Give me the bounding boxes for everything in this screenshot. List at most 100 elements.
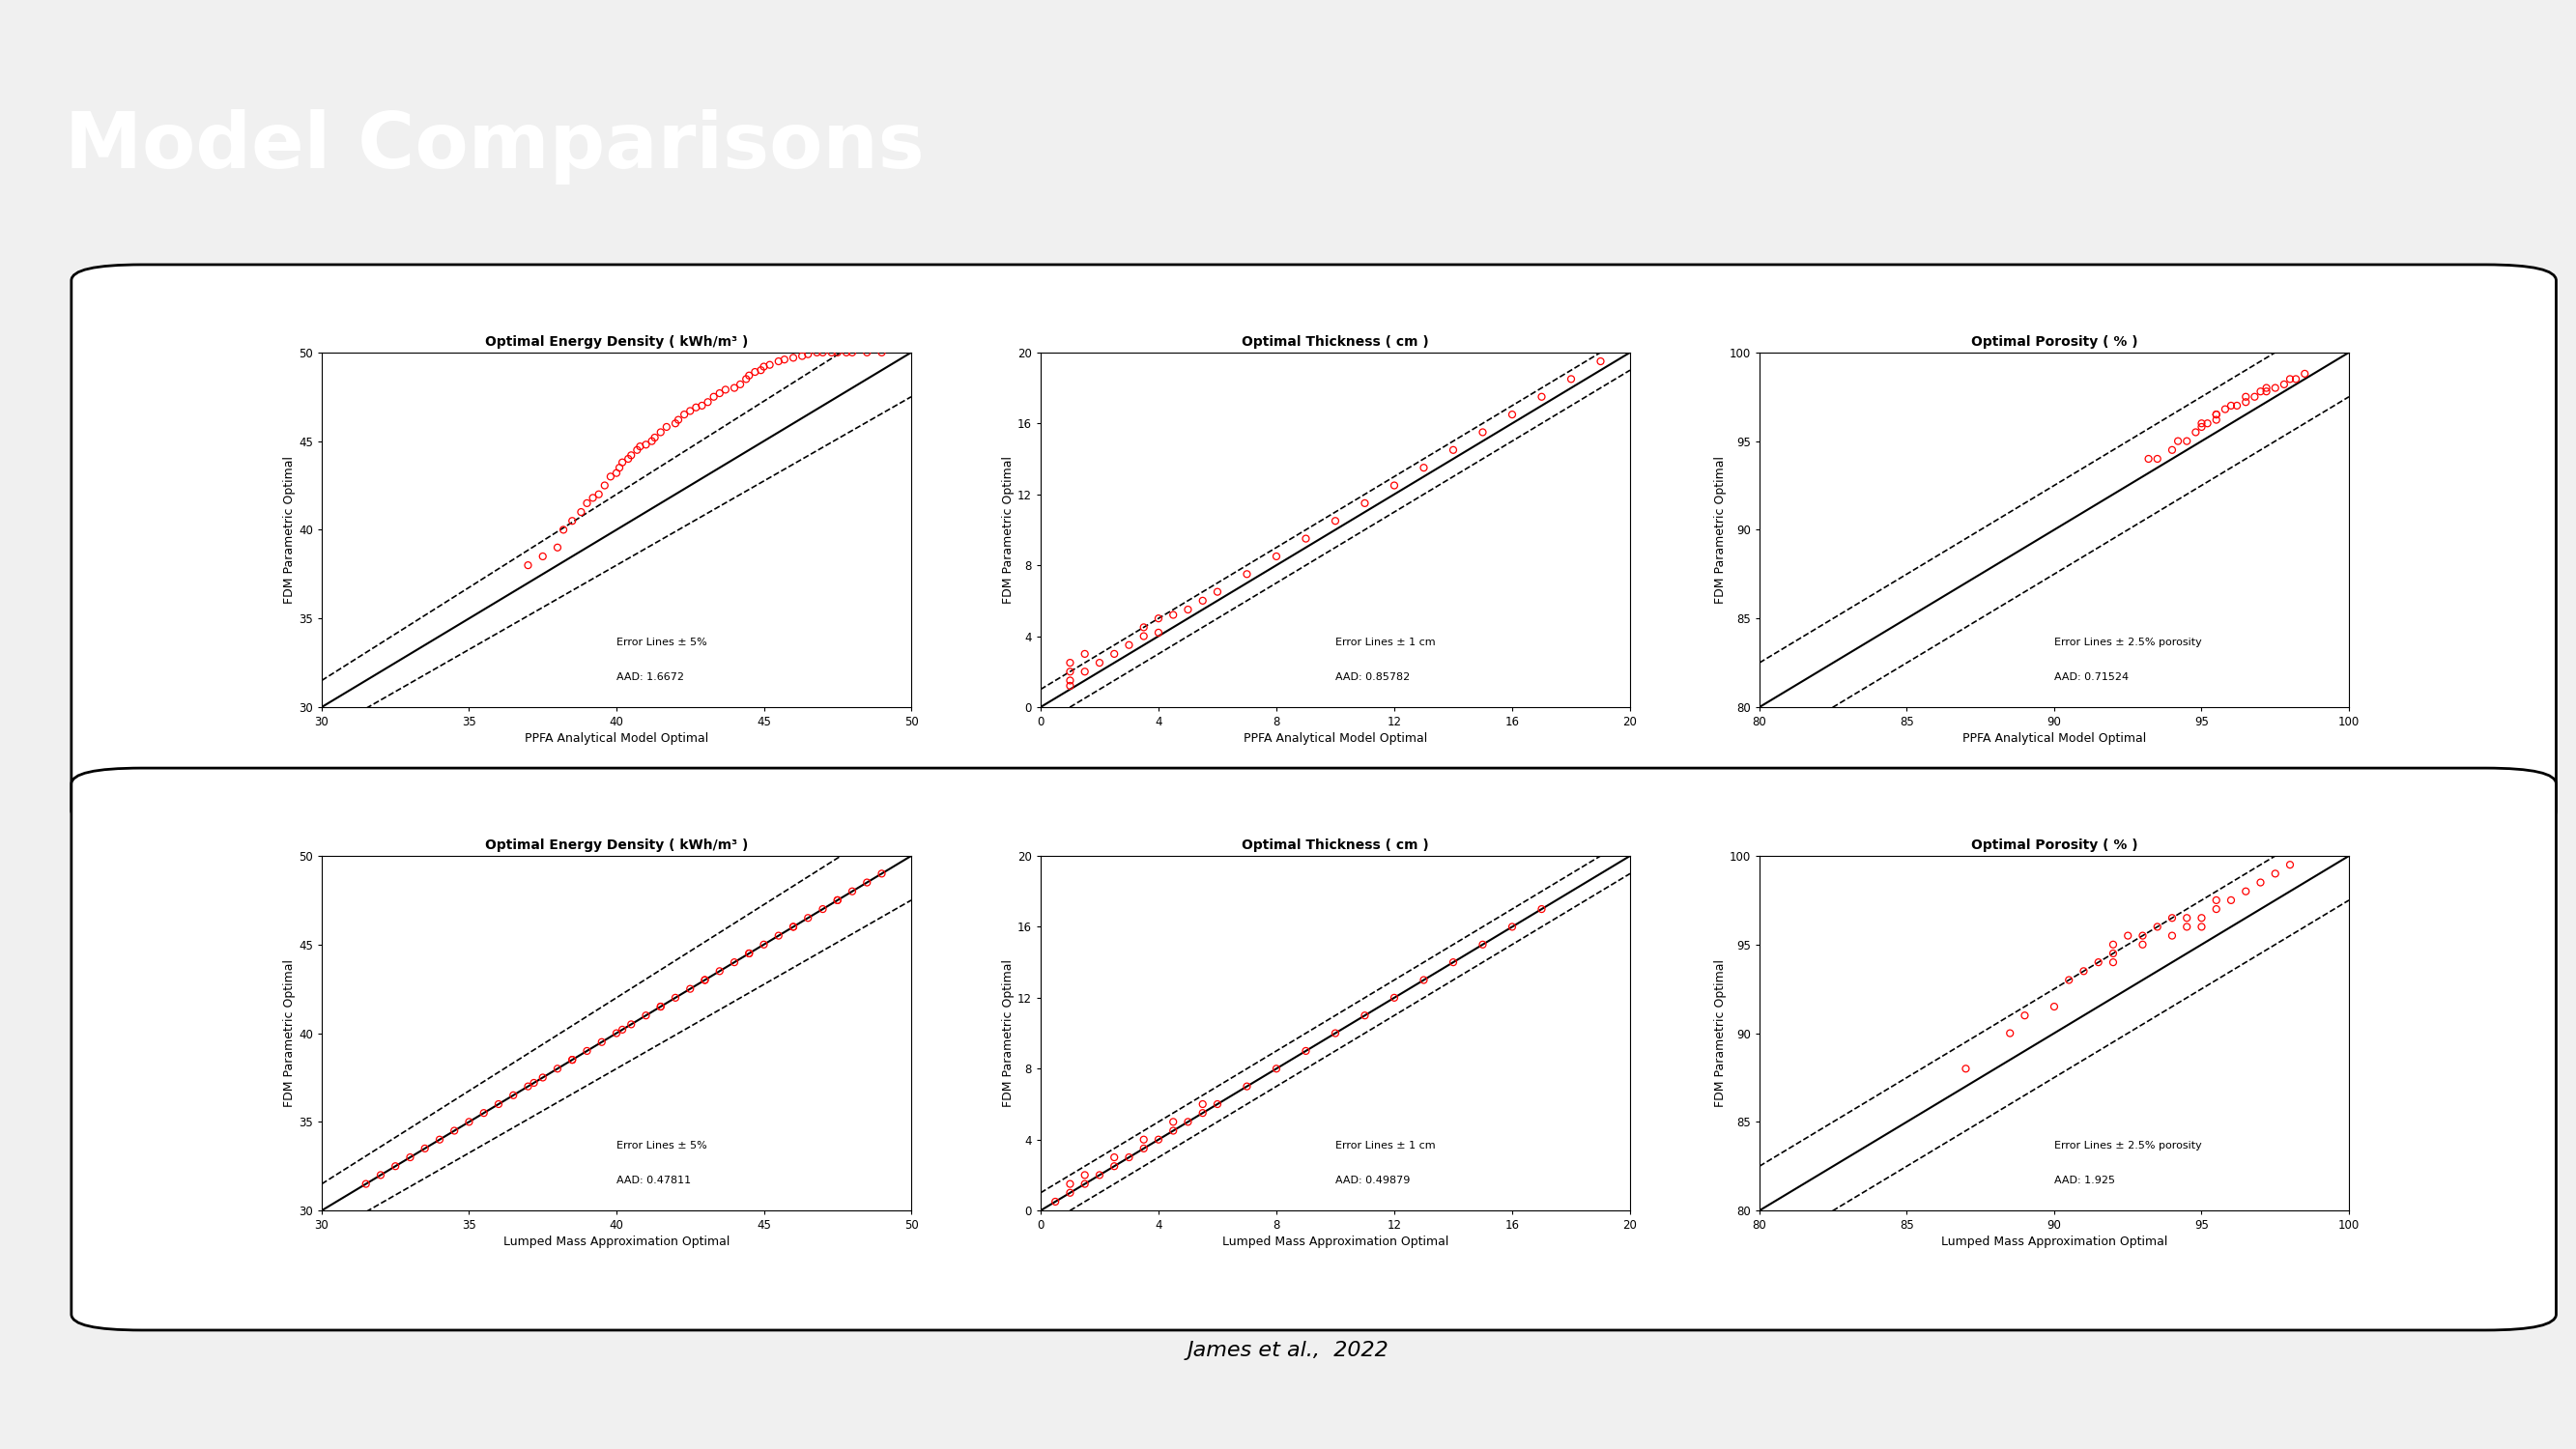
Point [404,1137,446,1161]
Point [2195,403,2236,426]
Point [631,429,672,452]
Point [639,995,680,1019]
Point [2079,951,2120,974]
Text: Error Lines ± 2.5% porosity: Error Lines ± 2.5% porosity [2053,638,2202,646]
Point [492,1084,533,1107]
Point [706,378,747,401]
Point [2285,362,2326,385]
Point [433,1119,474,1142]
Y-axis label: FDM Parametric Optimal: FDM Parametric Optimal [1713,456,1726,604]
Point [796,341,837,364]
Point [523,545,564,568]
Point [1108,1146,1149,1169]
Point [2254,377,2295,400]
Point [788,342,829,365]
Text: Error Lines ± 2.5% porosity: Error Lines ± 2.5% porosity [2053,1140,2202,1151]
Point [2210,394,2251,417]
Point [750,354,791,377]
Point [827,341,868,364]
Point [2092,951,2133,974]
Point [551,509,592,532]
Point [1404,456,1445,480]
Point [848,871,889,894]
Point [1255,1058,1296,1081]
Point [2195,409,2236,432]
Point [639,420,680,443]
Point [2092,933,2133,956]
Text: Error Lines ± 1 cm: Error Lines ± 1 cm [1334,1140,1435,1151]
Point [665,403,706,426]
Point [1492,916,1533,939]
Point [2226,385,2267,409]
Point [1123,625,1164,648]
X-axis label: Lumped Mass Approximation Optimal: Lumped Mass Approximation Optimal [1940,1236,2166,1249]
Point [1345,1004,1386,1027]
Point [773,916,814,939]
Point [832,880,873,903]
Point [551,1048,592,1071]
Point [817,888,858,911]
Point [2269,368,2311,391]
FancyBboxPatch shape [72,768,2555,1330]
Point [536,1058,577,1081]
Y-axis label: FDM Parametric Optimal: FDM Parametric Optimal [1002,456,1015,604]
Y-axis label: FDM Parametric Optimal: FDM Parametric Optimal [1713,959,1726,1107]
Point [773,916,814,939]
Point [2241,871,2282,894]
Point [693,385,734,409]
Point [567,1039,608,1062]
Point [2004,1004,2045,1027]
Point [1432,951,1473,974]
Point [1048,651,1090,674]
Point [1048,669,1090,693]
Y-axis label: FDM Parametric Optimal: FDM Parametric Optimal [283,456,296,604]
Point [1079,1164,1121,1187]
Point [1064,661,1105,684]
Point [562,500,603,523]
Title: Optimal Porosity ( % ): Optimal Porosity ( % ) [1971,335,2138,349]
Point [773,346,814,369]
Point [2166,429,2208,452]
Point [634,426,675,449]
Point [1095,1146,1136,1169]
Text: James et al.,  2022: James et al., 2022 [1188,1340,1388,1359]
Point [647,416,688,439]
Point [572,487,613,510]
Point [2182,416,2223,439]
Point [585,474,626,497]
Text: AAD: 0.85782: AAD: 0.85782 [1334,672,1409,682]
Point [2136,448,2177,471]
Point [781,345,822,368]
Point [729,942,770,965]
Point [513,1071,554,1094]
Point [698,959,739,982]
Point [734,361,775,384]
Point [1198,1093,1239,1116]
Point [590,465,631,488]
Y-axis label: FDM Parametric Optimal: FDM Parametric Optimal [1002,959,1015,1107]
Point [2215,394,2257,417]
X-axis label: PPFA Analytical Model Optimal: PPFA Analytical Model Optimal [1963,732,2146,745]
Point [544,519,585,542]
Point [374,1155,415,1178]
Point [1432,439,1473,462]
Point [726,368,768,391]
Point [567,491,608,514]
Point [1095,642,1136,665]
Point [2182,412,2223,435]
FancyBboxPatch shape [72,265,2555,827]
Point [2123,933,2164,956]
Title: Optimal Thickness ( cm ): Optimal Thickness ( cm ) [1242,335,1430,349]
Point [1463,933,1504,956]
Point [2092,942,2133,965]
Point [801,341,842,364]
Point [389,1146,430,1169]
Point [1345,491,1386,514]
Point [1551,368,1592,391]
Point [1404,968,1445,991]
Text: AAD: 1.6672: AAD: 1.6672 [616,672,685,682]
Point [1285,1039,1327,1062]
Point [1945,1058,1986,1081]
Point [2151,439,2192,462]
Point [2182,916,2223,939]
